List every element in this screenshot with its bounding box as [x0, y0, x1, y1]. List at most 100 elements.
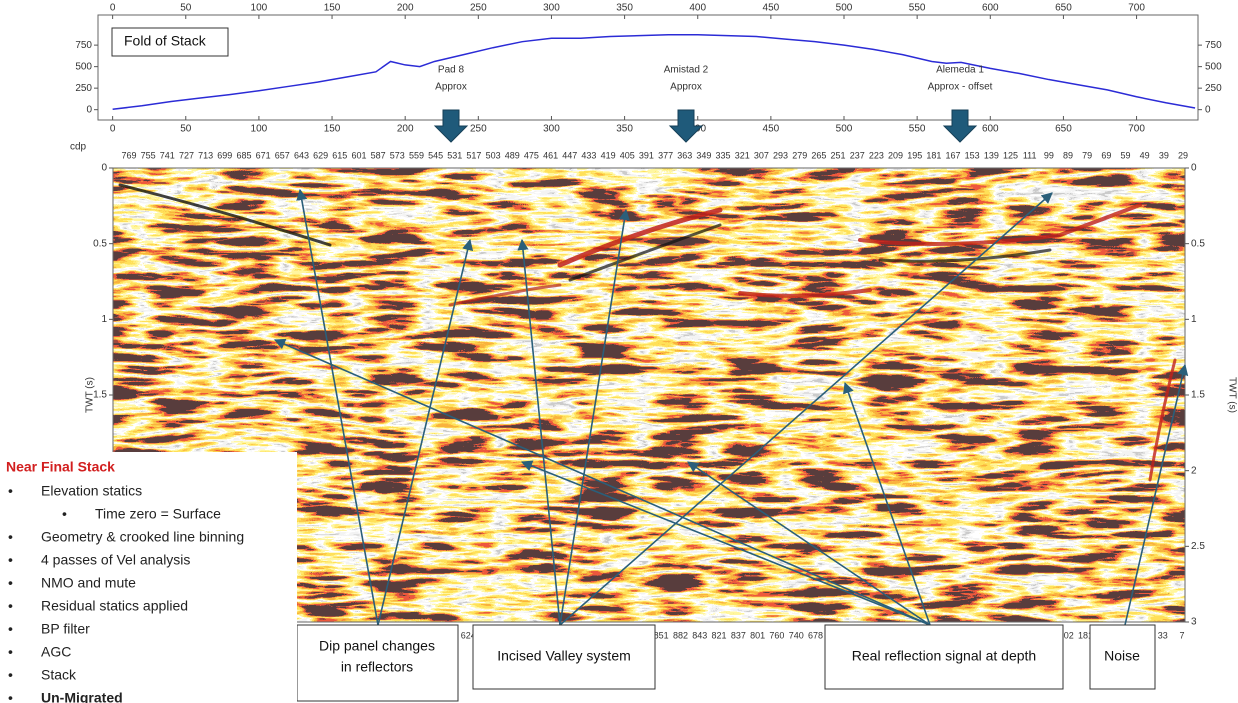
x-tick-label: 650 — [1055, 124, 1072, 135]
cdp-label: 629 — [313, 150, 328, 160]
cdp-label: 153 — [965, 150, 980, 160]
well-annotation: Pad 8 — [438, 65, 465, 76]
note-item: Elevation statics — [41, 483, 142, 499]
x-tick-label: 450 — [763, 3, 780, 14]
x-tick-label: 0 — [110, 124, 116, 135]
bullet-dot: • — [8, 621, 13, 637]
y-tick-label: 250 — [75, 83, 92, 94]
y-tick-label: 1.5 — [1191, 390, 1205, 401]
bullet-dot: • — [8, 598, 13, 614]
callout-text: Noise — [1104, 648, 1140, 664]
callout-text: Incised Valley system — [497, 648, 631, 664]
x-tick-label: 500 — [836, 3, 853, 14]
cdp-label: 559 — [409, 150, 424, 160]
notes-panel — [0, 452, 297, 703]
cdp-label: 293 — [773, 150, 788, 160]
well-annotation: Alemeda 1 — [936, 65, 984, 76]
reflectors — [118, 183, 1177, 482]
cdp-label: 615 — [332, 150, 347, 160]
y-tick-label: 0 — [86, 104, 92, 115]
cdp-label: 713 — [198, 150, 213, 160]
cdp-label: 33 — [1158, 630, 1168, 640]
x-tick-label: 700 — [1128, 3, 1145, 14]
callout-box — [824, 624, 1064, 690]
x-tick-label: 350 — [616, 124, 633, 135]
note-item: NMO and mute — [41, 575, 136, 591]
cdp-label: 755 — [141, 150, 156, 160]
y-tick-label: 0 — [101, 163, 107, 174]
x-tick-label: 150 — [324, 3, 341, 14]
cdp-label: 321 — [735, 150, 750, 160]
cdp-label: 59 — [1121, 150, 1131, 160]
x-tick-label: 650 — [1055, 3, 1072, 14]
y-tick-label: 0 — [1191, 163, 1197, 174]
cdp-label: 727 — [179, 150, 194, 160]
cdp-label: 167 — [946, 150, 961, 160]
note-item: Geometry & crooked line binning — [41, 529, 244, 545]
cdp-label: 545 — [428, 150, 443, 160]
fold-frame — [97, 14, 1199, 121]
bullet-dot: • — [8, 552, 13, 568]
y-tick-label: 750 — [75, 40, 92, 51]
y-axis-label: TWT (s) — [85, 377, 96, 413]
x-tick-label: 300 — [543, 124, 560, 135]
callout-text: Dip panel changes — [319, 638, 435, 654]
cdp-label: 377 — [658, 150, 673, 160]
cdp-label: cdp — [70, 142, 87, 153]
cdp-label: 29 — [1178, 150, 1188, 160]
y-tick-label: 0 — [1205, 104, 1211, 115]
y-tick-label: 0.5 — [1191, 238, 1205, 249]
bullet-dot: • — [8, 644, 13, 660]
cdp-label: 202 — [1059, 630, 1074, 640]
cdp-label: 447 — [562, 150, 577, 160]
note-item: Stack — [41, 667, 77, 683]
cdp-label: 7 — [1179, 630, 1184, 640]
cdp-label: 79 — [1082, 150, 1092, 160]
cdp-label: 89 — [1063, 150, 1073, 160]
y-tick-label: 250 — [1205, 83, 1222, 94]
x-tick-label: 250 — [470, 124, 487, 135]
cdp-label: 39 — [1159, 150, 1169, 160]
cdp-label: 503 — [486, 150, 501, 160]
cdp-label: 699 — [217, 150, 232, 160]
fold-title-box — [111, 27, 229, 57]
y-tick-label: 1 — [1191, 314, 1197, 325]
cdp-label: 363 — [677, 150, 692, 160]
fold-line — [112, 34, 1196, 110]
cdp-label: 489 — [505, 150, 520, 160]
cdp-label: 307 — [754, 150, 769, 160]
callout-box — [296, 624, 459, 702]
cdp-label: 843 — [692, 630, 707, 640]
cdp-label: 801 — [750, 630, 765, 640]
x-tick-label: 550 — [909, 124, 926, 135]
bullet-dot: • — [8, 690, 13, 703]
well-annotation: Approx - offset — [928, 82, 993, 93]
chart-title: Fold of Stack — [124, 33, 207, 49]
well-annotation: Approx — [670, 82, 702, 93]
cdp-label: 587 — [371, 150, 386, 160]
cdp-label: 740 — [789, 630, 804, 640]
cdp-label: 69 — [1101, 150, 1111, 160]
x-tick-label: 150 — [324, 124, 341, 135]
cdp-label: 671 — [256, 150, 271, 160]
cdp-label: 643 — [294, 150, 309, 160]
y-axis-label-right: TWT (s) — [1226, 377, 1237, 413]
callout-text: in reflectors — [341, 659, 413, 675]
cdp-label: 139 — [984, 150, 999, 160]
note-item: Time zero = Surface — [95, 506, 221, 522]
cdp-label: 195 — [907, 150, 922, 160]
x-tick-label: 250 — [470, 3, 487, 14]
y-tick-label: 1.5 — [93, 390, 107, 401]
x-tick-label: 200 — [397, 3, 414, 14]
x-tick-label: 300 — [543, 3, 560, 14]
well-arrows — [433, 109, 978, 143]
cdp-label: 601 — [351, 150, 366, 160]
bullet-dot: • — [8, 575, 13, 591]
cdp-label: 461 — [543, 150, 558, 160]
bullet-dot: • — [8, 483, 13, 499]
cdp-label: 624 — [461, 630, 476, 640]
cdp-label: 111 — [1023, 150, 1037, 160]
cdp-label: 265 — [811, 150, 826, 160]
notes-heading: Near Final Stack — [6, 459, 115, 475]
